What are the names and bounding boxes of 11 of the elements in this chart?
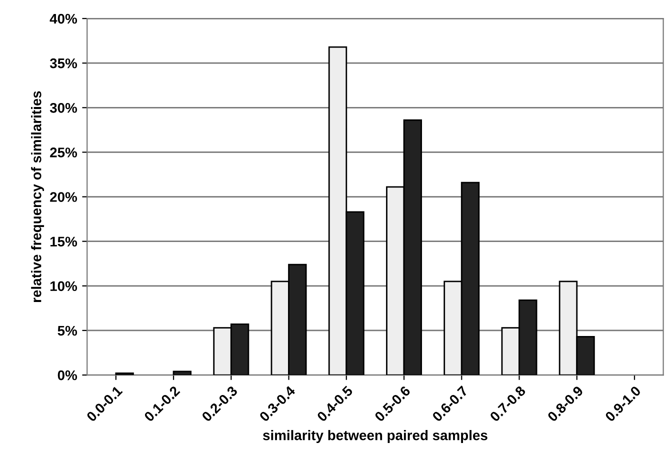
x-axis-title: similarity between paired samples bbox=[262, 430, 488, 443]
y-tick-label: 35% bbox=[50, 58, 78, 68]
y-tick-label: 25% bbox=[50, 148, 78, 158]
y-tick-label: 5% bbox=[58, 326, 78, 336]
y-tick-label: 20% bbox=[50, 192, 78, 202]
y-tick-label: 30% bbox=[50, 102, 78, 113]
y-axis-title: relative frequency of similarities bbox=[31, 91, 44, 302]
y-tick-label: 0% bbox=[58, 370, 78, 380]
y-tick-label: 10% bbox=[50, 281, 78, 292]
y-tick-label: 15% bbox=[50, 236, 78, 247]
y-tick-label: 40% bbox=[50, 14, 78, 24]
